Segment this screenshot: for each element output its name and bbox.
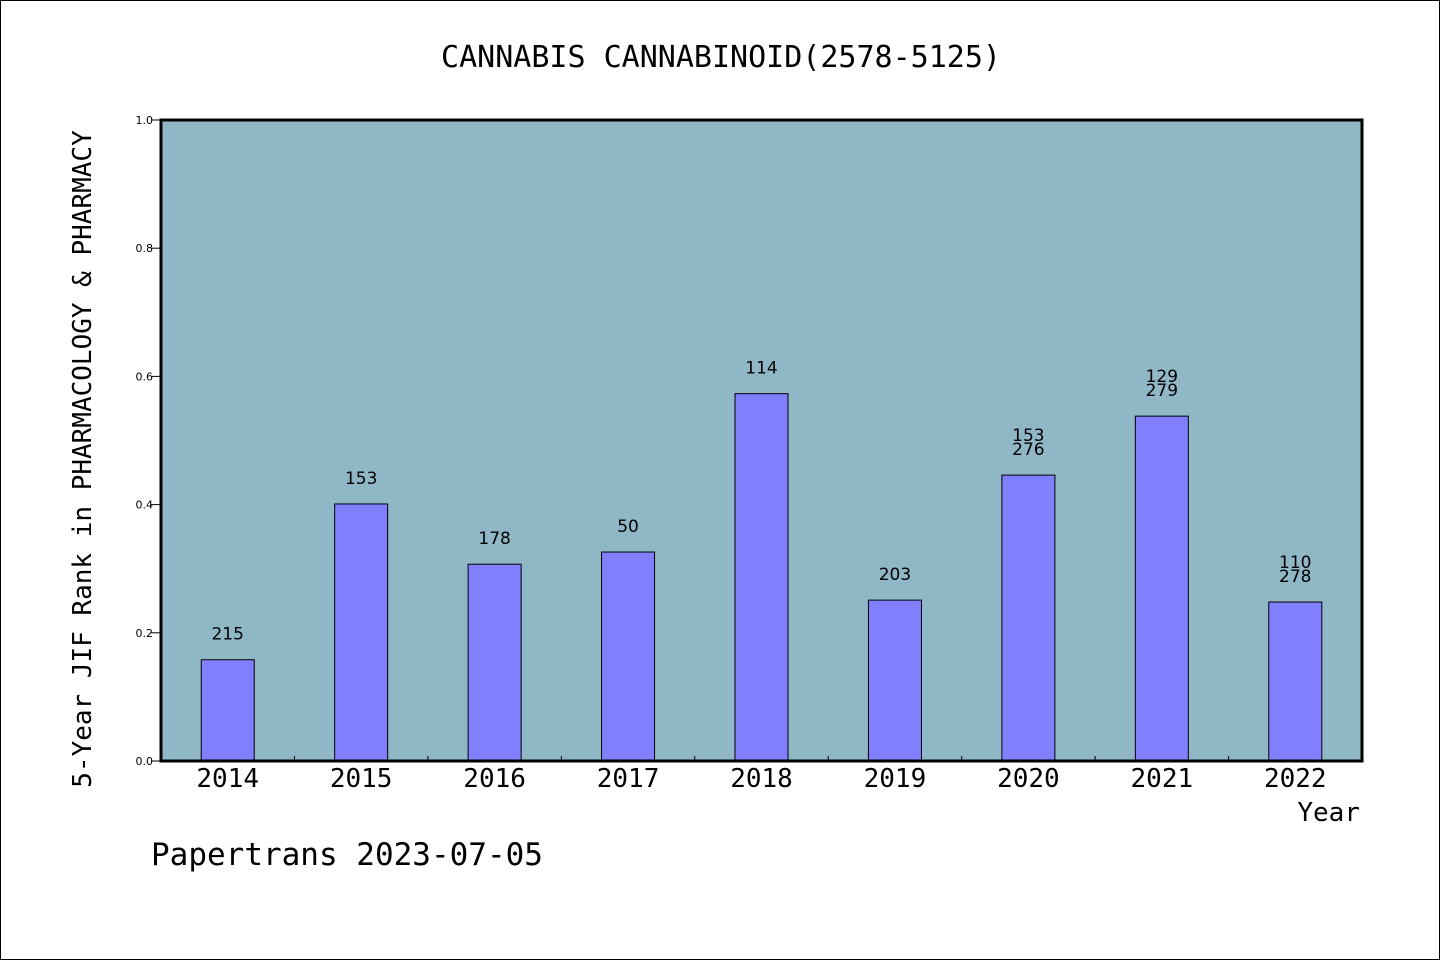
bar-data-label: 203 <box>879 565 911 585</box>
footer-watermark: Papertrans 2023-07-05 <box>151 837 543 873</box>
bar <box>200 659 255 762</box>
y-tick-label: 0.8 <box>136 242 154 255</box>
x-axis: 2014 2015 2016 2017 2018 2019 2020 2021 2022 <box>196 756 1327 794</box>
bar-data-label: 278 <box>1279 567 1311 587</box>
bar-data-label: 153 <box>345 469 377 489</box>
x-axis-label: Year <box>1297 798 1360 828</box>
bar-data-label: 279 <box>1146 381 1178 401</box>
bar <box>467 563 522 762</box>
x-tick-label: 2016 <box>463 764 526 794</box>
y-tick-label: 1.0 <box>136 114 154 127</box>
y-axis-label: 5-Year JIF Rank in PHARMACOLOGY & PHARMA… <box>68 130 98 788</box>
x-tick-label: 2021 <box>1131 764 1194 794</box>
bar <box>867 599 922 762</box>
x-tick-label: 2022 <box>1264 764 1327 794</box>
bar <box>334 503 389 762</box>
plot-border <box>159 118 1364 763</box>
bar <box>734 393 789 762</box>
bar-data-label: 276 <box>1012 440 1044 460</box>
bar-data-label: 129 <box>1146 367 1178 387</box>
x-tick-label: 2019 <box>864 764 927 794</box>
bar <box>1268 601 1323 762</box>
y-tick-label: 0.2 <box>136 627 154 640</box>
chart-title: CANNABIS CANNABINOID(2578-5125) <box>441 40 1001 75</box>
bar-data-label: 110 <box>1279 553 1311 573</box>
x-tick-label: 2018 <box>730 764 793 794</box>
bar-data-label: 153 <box>1012 426 1044 446</box>
bar-data-label: 114 <box>745 359 777 379</box>
bar <box>1134 415 1189 762</box>
y-axis: 0.0 0.2 0.4 0.6 0.8 1.0 <box>136 114 161 768</box>
bar-data-label: 215 <box>211 625 243 645</box>
bar <box>601 551 656 762</box>
bar-data-label: 50 <box>617 517 639 537</box>
x-tick-label: 2015 <box>330 764 393 794</box>
y-tick-label: 0.0 <box>136 755 154 768</box>
x-tick-label: 2014 <box>196 764 259 794</box>
y-tick-label: 0.6 <box>136 370 154 383</box>
bar <box>1001 474 1056 762</box>
x-tick-label: 2020 <box>997 764 1060 794</box>
x-tick-label: 2017 <box>597 764 660 794</box>
bar-data-label: 178 <box>478 529 510 549</box>
y-tick-label: 0.4 <box>136 499 154 512</box>
